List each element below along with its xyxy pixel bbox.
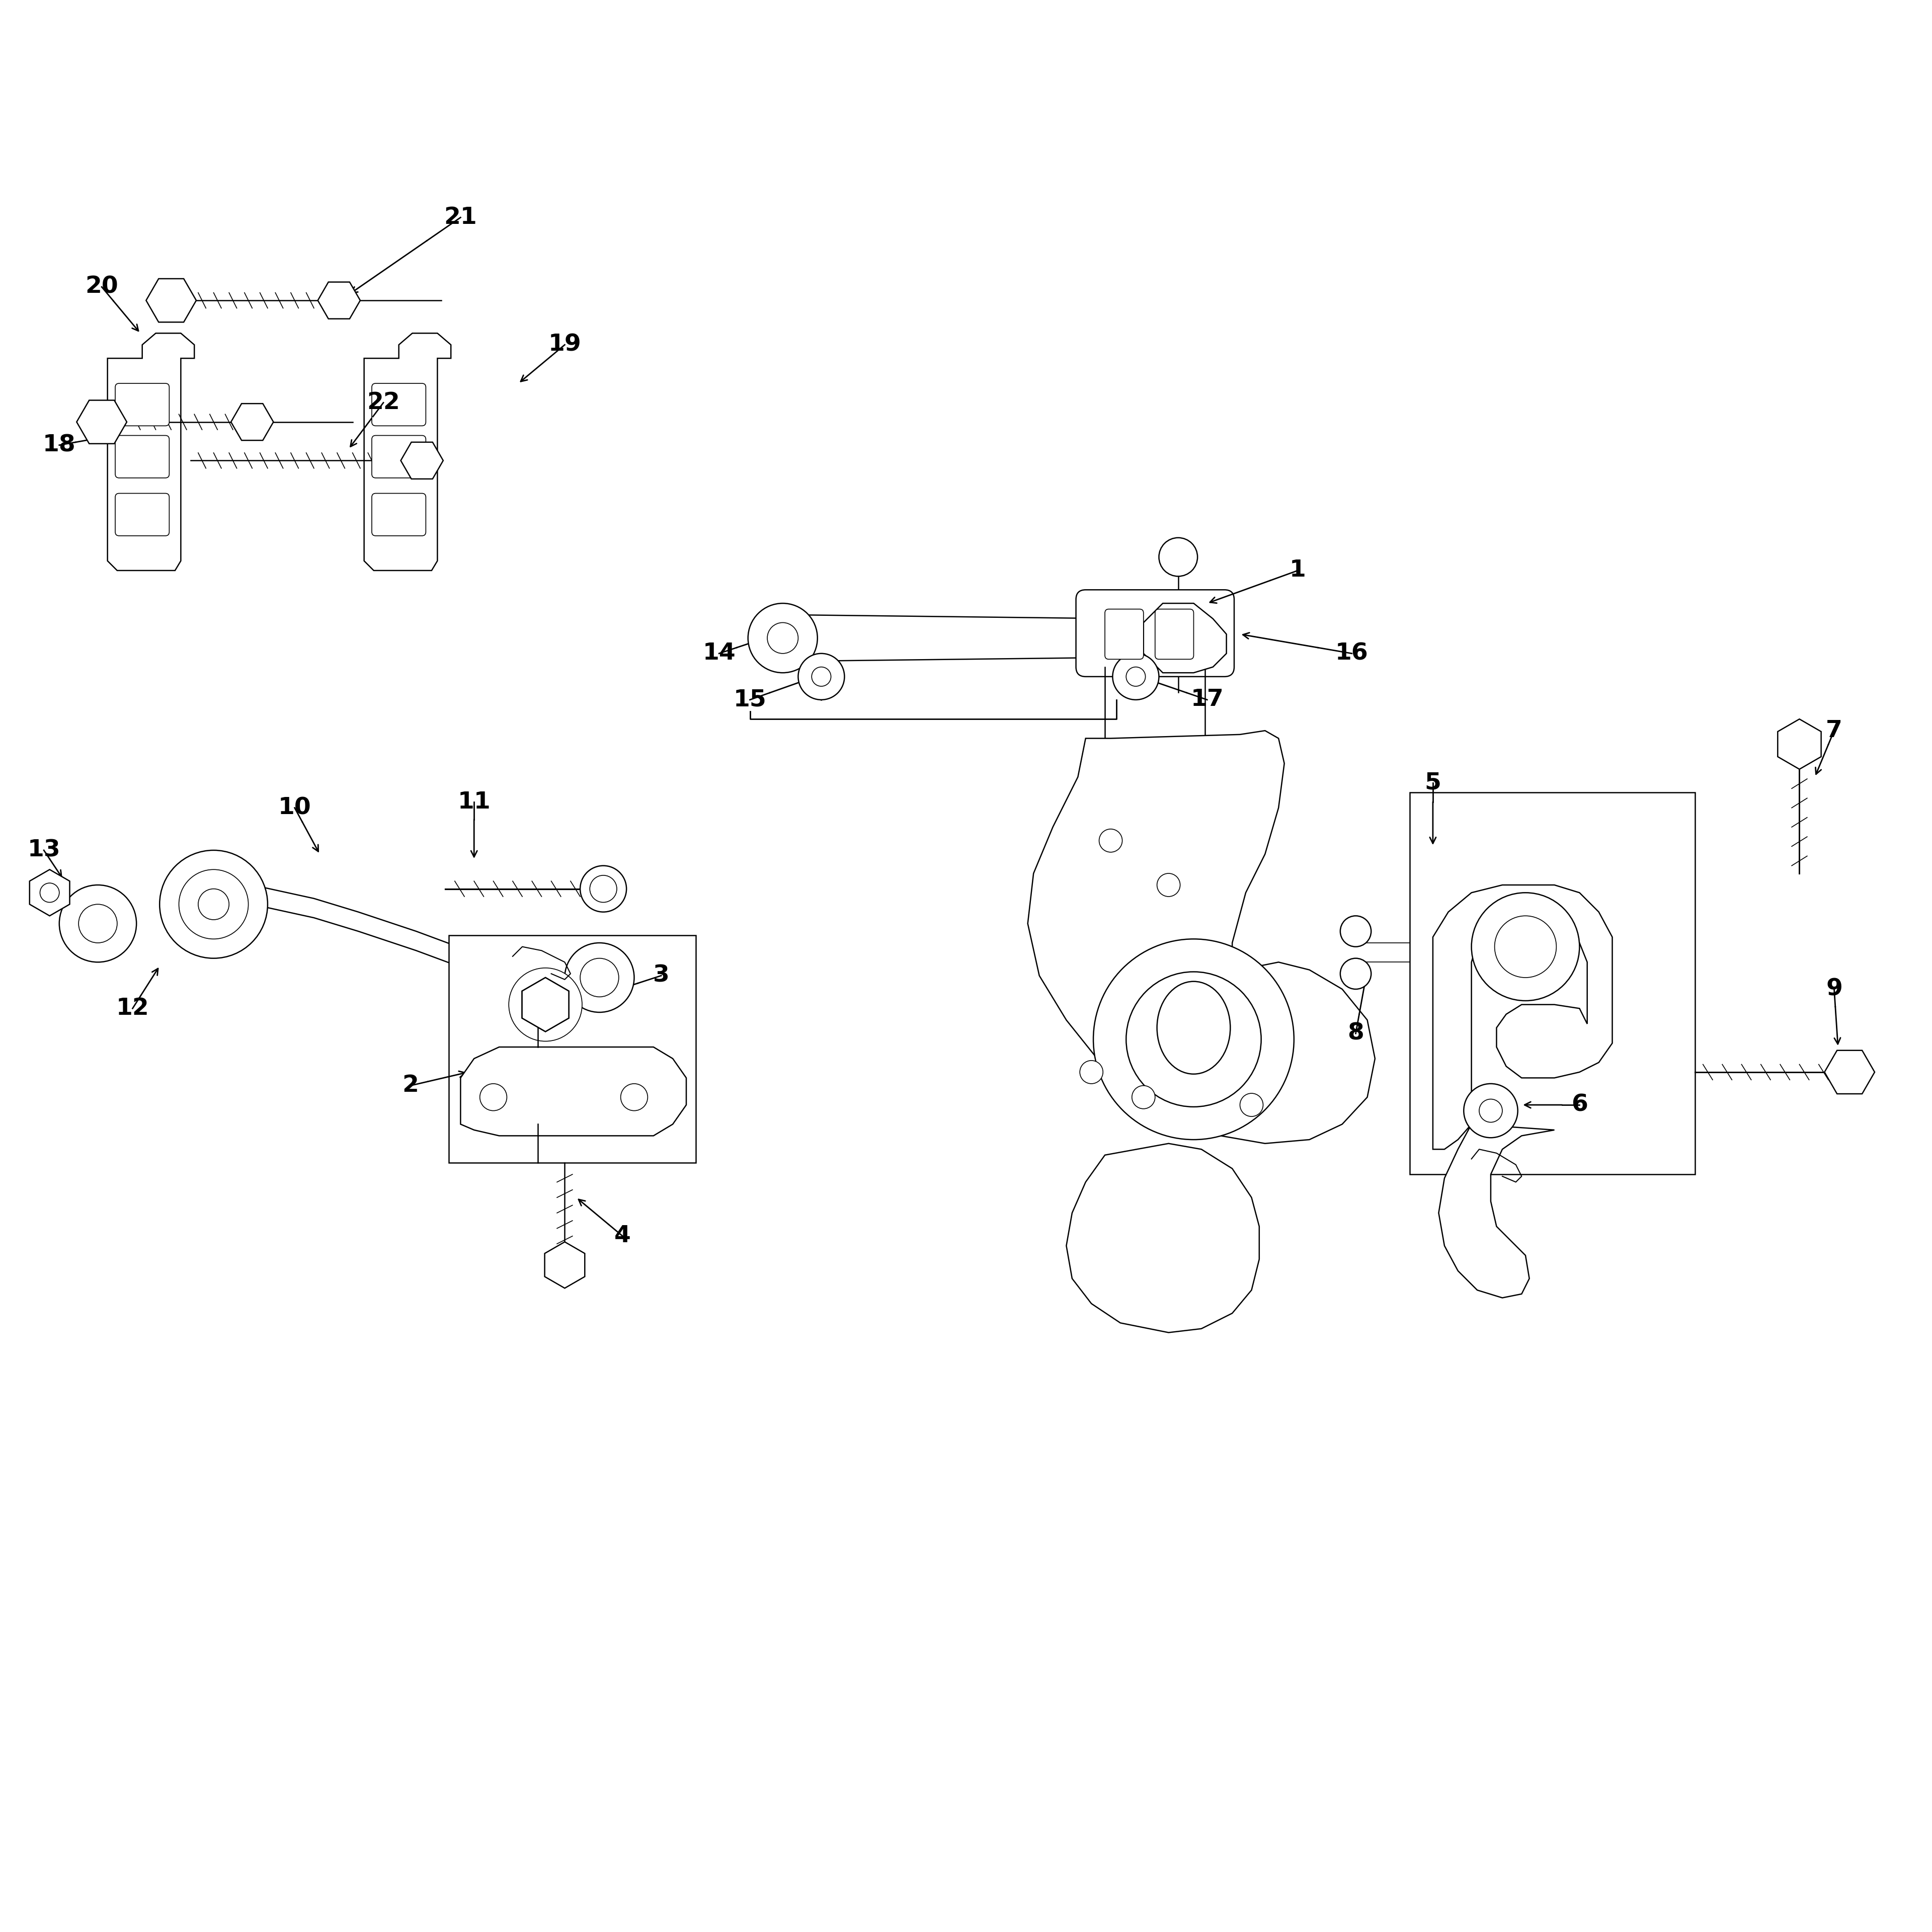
FancyBboxPatch shape	[116, 383, 170, 425]
Polygon shape	[172, 879, 614, 1009]
Circle shape	[79, 904, 118, 943]
Circle shape	[1157, 873, 1180, 896]
Text: 5: 5	[1424, 771, 1441, 794]
Polygon shape	[1028, 730, 1376, 1144]
Circle shape	[767, 622, 798, 653]
Circle shape	[1126, 667, 1146, 686]
Text: 19: 19	[549, 334, 582, 355]
Circle shape	[1341, 916, 1372, 947]
Circle shape	[1080, 1061, 1103, 1084]
Text: 13: 13	[27, 838, 60, 862]
Circle shape	[41, 883, 60, 902]
Text: 21: 21	[444, 207, 477, 228]
Text: 11: 11	[458, 790, 491, 813]
Circle shape	[1159, 537, 1198, 576]
Circle shape	[533, 993, 556, 1016]
Circle shape	[564, 943, 634, 1012]
Text: 8: 8	[1347, 1022, 1364, 1045]
Polygon shape	[1434, 885, 1613, 1150]
FancyBboxPatch shape	[1105, 609, 1144, 659]
Polygon shape	[1144, 603, 1227, 672]
Text: 9: 9	[1826, 978, 1843, 1001]
Text: 18: 18	[43, 435, 75, 456]
Circle shape	[160, 850, 269, 958]
Text: 2: 2	[402, 1074, 419, 1097]
Circle shape	[180, 869, 249, 939]
Circle shape	[1472, 893, 1580, 1001]
Text: 12: 12	[116, 997, 149, 1020]
Text: 4: 4	[614, 1225, 632, 1248]
Ellipse shape	[1157, 981, 1231, 1074]
Text: 7: 7	[1826, 719, 1843, 742]
Bar	[1410, 792, 1694, 1175]
FancyBboxPatch shape	[371, 383, 425, 425]
Text: 17: 17	[1190, 688, 1223, 711]
Circle shape	[620, 1084, 647, 1111]
Circle shape	[508, 968, 582, 1041]
Circle shape	[1113, 653, 1159, 699]
Circle shape	[580, 958, 618, 997]
Polygon shape	[363, 332, 450, 570]
FancyBboxPatch shape	[1155, 609, 1194, 659]
Text: 15: 15	[734, 688, 767, 711]
Circle shape	[1495, 916, 1557, 978]
Polygon shape	[782, 614, 1155, 661]
Circle shape	[589, 875, 616, 902]
Polygon shape	[108, 332, 195, 570]
FancyBboxPatch shape	[116, 493, 170, 535]
Text: 14: 14	[703, 641, 736, 665]
Circle shape	[811, 667, 831, 686]
Text: 10: 10	[278, 796, 311, 819]
Text: 1: 1	[1289, 558, 1306, 582]
FancyBboxPatch shape	[1076, 589, 1235, 676]
Text: 22: 22	[367, 392, 400, 413]
FancyBboxPatch shape	[371, 435, 425, 477]
Circle shape	[199, 889, 230, 920]
Bar	[448, 935, 696, 1163]
Text: 16: 16	[1335, 641, 1368, 665]
Text: 3: 3	[653, 964, 668, 987]
Text: 6: 6	[1571, 1094, 1588, 1117]
Circle shape	[1099, 829, 1122, 852]
Circle shape	[1240, 1094, 1264, 1117]
Circle shape	[60, 885, 137, 962]
Circle shape	[798, 653, 844, 699]
Circle shape	[1132, 1086, 1155, 1109]
Circle shape	[1464, 1084, 1519, 1138]
Circle shape	[1126, 972, 1262, 1107]
Circle shape	[580, 866, 626, 912]
Text: 20: 20	[85, 276, 118, 298]
Circle shape	[1341, 958, 1372, 989]
Circle shape	[1480, 1099, 1503, 1122]
Circle shape	[1094, 939, 1294, 1140]
Polygon shape	[460, 1047, 686, 1136]
Polygon shape	[1439, 1124, 1555, 1298]
FancyBboxPatch shape	[371, 493, 425, 535]
Circle shape	[479, 1084, 506, 1111]
Polygon shape	[1066, 1144, 1260, 1333]
FancyBboxPatch shape	[116, 435, 170, 477]
Circle shape	[748, 603, 817, 672]
